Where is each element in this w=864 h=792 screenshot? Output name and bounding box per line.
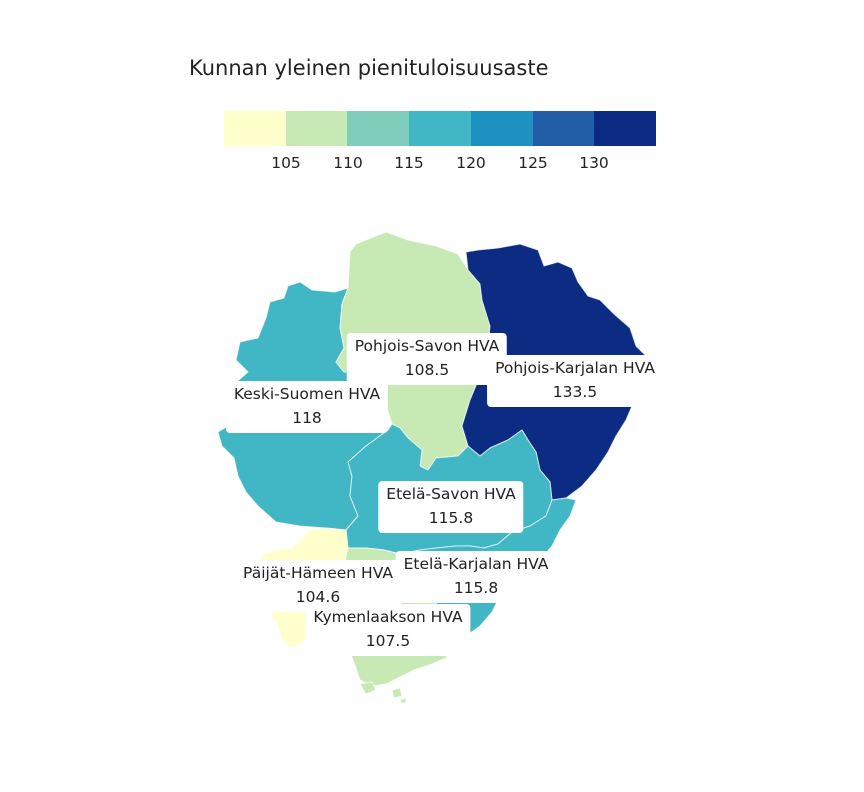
region-value: 115.8: [428, 509, 474, 527]
region-value: 118: [292, 409, 322, 427]
legend-tick: 130: [579, 154, 609, 172]
region-label-paijat-hame: Päijät-Hämeen HVA 104.6: [235, 560, 401, 612]
color-legend: 105 110 115 120 125 130: [224, 111, 657, 181]
legend-swatch: [594, 111, 657, 146]
region-value: 115.8: [453, 579, 499, 597]
region-name: Kymenlaakson HVA: [313, 608, 463, 626]
region-name: Pohjois-Savon HVA: [354, 337, 500, 355]
region-name: Päijät-Hämeen HVA: [243, 564, 393, 582]
region-name: Pohjois-Karjalan HVA: [495, 359, 655, 377]
region-value: 107.5: [365, 632, 411, 650]
map-title: Kunnan yleinen pienituloisuusaste: [189, 56, 549, 80]
legend-tick: 115: [394, 154, 424, 172]
region-label-pohjois-karjala: Pohjois-Karjalan HVA 133.5: [487, 355, 663, 407]
legend-swatch: [532, 111, 595, 146]
region-value: 108.5: [404, 361, 450, 379]
legend-swatch: [347, 111, 410, 146]
legend-tick: 120: [456, 154, 486, 172]
legend-swatch: [224, 111, 286, 146]
legend-swatch: [409, 111, 471, 146]
region-name: Etelä-Karjalan HVA: [403, 555, 549, 573]
archipelago-islands: [359, 681, 407, 704]
region-label-etela-savo: Etelä-Savon HVA 115.8: [378, 481, 524, 533]
legend-tick: 125: [518, 154, 548, 172]
legend-swatch: [470, 111, 533, 146]
region-label-keski-suomi: Keski-Suomen HVA 118: [225, 381, 389, 433]
legend-color-bar: [224, 111, 657, 146]
region-label-pohjois-savo: Pohjois-Savon HVA 108.5: [346, 333, 508, 385]
region-label-etela-karjala: Etelä-Karjalan HVA 115.8: [395, 551, 557, 603]
region-name: Keski-Suomen HVA: [233, 385, 381, 403]
legend-tick: 105: [271, 154, 301, 172]
legend-swatch: [285, 111, 348, 146]
legend-tick: 110: [333, 154, 363, 172]
region-value: 133.5: [552, 383, 598, 401]
region-value: 104.6: [295, 588, 341, 606]
region-name: Etelä-Savon HVA: [386, 485, 516, 503]
region-label-kymenlaakso: Kymenlaakson HVA 107.5: [305, 604, 471, 656]
